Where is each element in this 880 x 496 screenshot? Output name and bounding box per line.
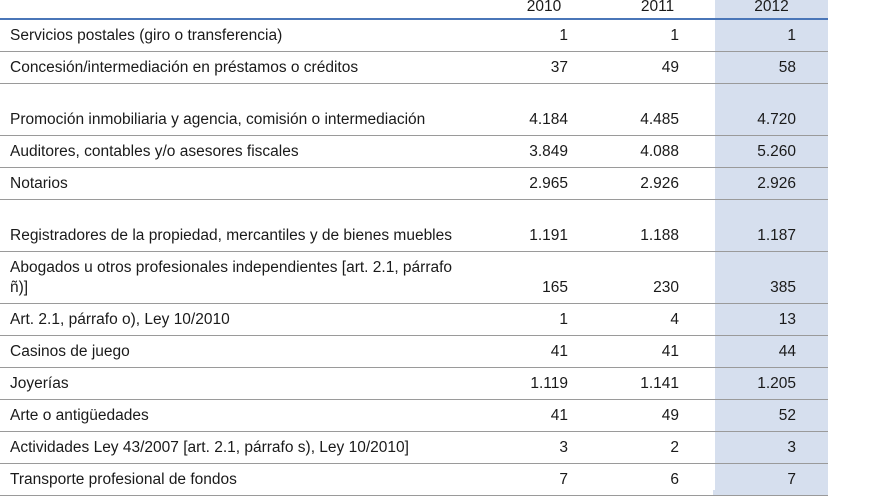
statistics-table-container: 2010 2011 2012 Servicios postales (giro … xyxy=(0,0,828,496)
header-year-2012: 2012 xyxy=(715,0,828,20)
row-label: Promoción inmobiliaria y agencia, comisi… xyxy=(0,83,488,136)
cell-2010: 1.191 xyxy=(488,199,600,252)
cell-2011: 6 xyxy=(600,463,715,496)
table-row: Concesión/intermediación en préstamos o … xyxy=(0,51,828,84)
cell-2012: 1.187 xyxy=(715,199,828,252)
table-row: Transporte profesional de fondos 7 6 7 xyxy=(0,463,828,496)
cell-2011: 41 xyxy=(600,335,715,368)
cell-2010: 3 xyxy=(488,431,600,464)
cell-2010: 37 xyxy=(488,51,600,84)
cell-2011: 49 xyxy=(600,51,715,84)
cell-2011: 49 xyxy=(600,399,715,432)
cell-2011: 2 xyxy=(600,431,715,464)
row-label: Transporte profesional de fondos xyxy=(0,463,488,496)
table-row: Auditores, contables y/o asesores fiscal… xyxy=(0,135,828,168)
cell-2010: 41 xyxy=(488,335,600,368)
cell-2011: 1.141 xyxy=(600,367,715,400)
cell-2010: 1 xyxy=(488,19,600,52)
table-row: Servicios postales (giro o transferencia… xyxy=(0,19,828,52)
cell-2012: 13 xyxy=(715,303,828,336)
cell-2010: 3.849 xyxy=(488,135,600,168)
row-label: Concesión/intermediación en préstamos o … xyxy=(0,51,488,84)
cell-2010: 41 xyxy=(488,399,600,432)
table-row: Notarios 2.965 2.926 2.926 xyxy=(0,167,828,200)
cell-2011: 1.188 xyxy=(600,199,715,252)
cell-2012: 1 xyxy=(715,19,828,52)
cell-2010: 4.184 xyxy=(488,83,600,136)
cell-2011: 2.926 xyxy=(600,167,715,200)
table-row: Arte o antigüedades 41 49 52 xyxy=(0,399,828,432)
cell-2010: 1.119 xyxy=(488,367,600,400)
row-label: Registradores de la propiedad, mercantil… xyxy=(0,199,488,252)
cell-2010: 165 xyxy=(488,251,600,304)
row-label: Actividades Ley 43/2007 [art. 2.1, párra… xyxy=(0,431,488,464)
row-label: Servicios postales (giro o transferencia… xyxy=(0,19,488,52)
cell-2012: 58 xyxy=(715,51,828,84)
cell-2012: 385 xyxy=(715,251,828,304)
header-label-column xyxy=(0,0,488,20)
row-label: Auditores, contables y/o asesores fiscal… xyxy=(0,135,488,168)
cell-2011: 4.485 xyxy=(600,83,715,136)
table-row: Promoción inmobiliaria y agencia, comisi… xyxy=(0,83,828,136)
table-row: Casinos de juego 41 41 44 xyxy=(0,335,828,368)
cell-2010: 7 xyxy=(488,463,600,496)
table-row: Abogados u otros profesionales independi… xyxy=(0,251,828,304)
cell-2011: 4 xyxy=(600,303,715,336)
row-label: Notarios xyxy=(0,167,488,200)
row-label: Arte o antigüedades xyxy=(0,399,488,432)
table-row: Actividades Ley 43/2007 [art. 2.1, párra… xyxy=(0,431,828,464)
row-label: Abogados u otros profesionales independi… xyxy=(0,251,488,304)
cell-2011: 230 xyxy=(600,251,715,304)
cell-2012: 4.720 xyxy=(715,83,828,136)
cell-2012: 3 xyxy=(715,431,828,464)
row-label: Casinos de juego xyxy=(0,335,488,368)
cell-2012: 2.926 xyxy=(715,167,828,200)
row-label: Joyerías xyxy=(0,367,488,400)
cut-off-highlight-cell xyxy=(713,490,826,495)
cell-2012: 5.260 xyxy=(715,135,828,168)
statistics-table: 2010 2011 2012 Servicios postales (giro … xyxy=(0,0,828,496)
table-row: Joyerías 1.119 1.141 1.205 xyxy=(0,367,828,400)
cell-2010: 2.965 xyxy=(488,167,600,200)
table-row: Registradores de la propiedad, mercantil… xyxy=(0,199,828,252)
cell-2012: 1.205 xyxy=(715,367,828,400)
cell-2012: 44 xyxy=(715,335,828,368)
table-row: Art. 2.1, párrafo o), Ley 10/2010 1 4 13 xyxy=(0,303,828,336)
table-header: 2010 2011 2012 xyxy=(0,0,828,20)
cell-2010: 1 xyxy=(488,303,600,336)
row-label: Art. 2.1, párrafo o), Ley 10/2010 xyxy=(0,303,488,336)
cell-2011: 1 xyxy=(600,19,715,52)
cell-2011: 4.088 xyxy=(600,135,715,168)
header-year-2011: 2011 xyxy=(600,0,715,20)
header-year-2010: 2010 xyxy=(488,0,600,20)
cell-2012: 52 xyxy=(715,399,828,432)
table-body: Servicios postales (giro o transferencia… xyxy=(0,19,828,496)
